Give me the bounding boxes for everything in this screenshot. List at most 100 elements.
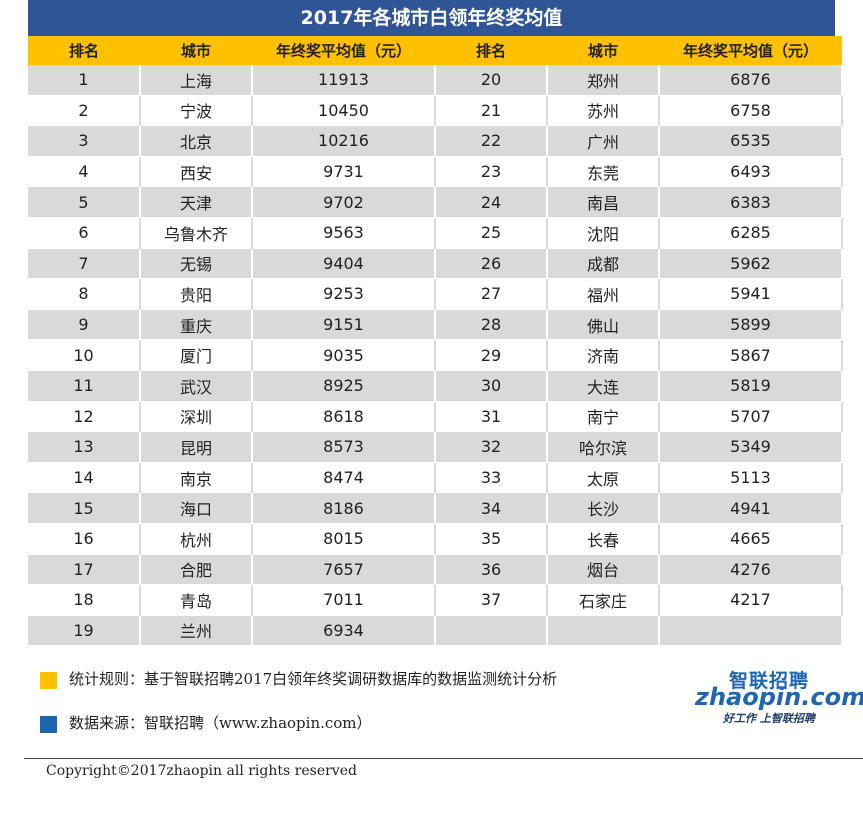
rank-cell: 37: [435, 584, 548, 616]
city-cell: 杭州: [140, 523, 253, 555]
rank-cell: 30: [435, 370, 548, 402]
bonus-value-cell: 7657: [252, 554, 436, 586]
rank-cell: 22: [435, 125, 548, 157]
rank-cell: 28: [435, 309, 548, 341]
bonus-value-cell: 5349: [659, 431, 843, 463]
city-cell: 厦门: [140, 339, 253, 371]
rank-cell: 7: [28, 248, 141, 280]
rank-cell: 17: [28, 554, 141, 586]
city-cell: 沈阳: [547, 217, 660, 249]
header-rank: 排名: [28, 36, 140, 65]
bonus-value-cell: 9253: [252, 278, 436, 310]
city-cell: 哈尔滨: [547, 431, 660, 463]
table-row: 10 厦门 9035 29 济南 5867: [28, 339, 843, 371]
table-body: 1 上海 11913 20 郑州 6876 2 宁波 10450 21 苏州 6758 3 北京 10216…: [28, 65, 843, 647]
city-cell: 昆明: [140, 431, 253, 463]
header-bonus-average: 年终奖平均值（元）: [659, 36, 842, 65]
table-row: 5 天津 9702 24 南昌 6383: [28, 186, 843, 218]
bonus-value-cell: 8186: [252, 492, 436, 524]
copyright-text: Copyright©2017zhaopin all rights reserve…: [46, 763, 357, 779]
bonus-value-cell: 5899: [659, 309, 843, 341]
table-row: 9 重庆 9151 28 佛山 5899: [28, 309, 843, 341]
city-cell: 贵阳: [140, 278, 253, 310]
rank-cell: 26: [435, 248, 548, 280]
city-cell: 西安: [140, 156, 253, 188]
bonus-value-cell: 4217: [659, 584, 843, 616]
rank-cell: 34: [435, 492, 548, 524]
yellow-square-icon: [40, 671, 57, 689]
bonus-value-cell: 10450: [252, 95, 436, 127]
rank-cell: 1: [28, 65, 141, 96]
table-row: 12 深圳 8618 31 南宁 5707: [28, 401, 843, 433]
header-city: 城市: [140, 36, 252, 65]
bonus-value-cell: 8573: [252, 431, 436, 463]
table-row: 15 海口 8186 34 长沙 4941: [28, 492, 843, 524]
blue-square-icon: [40, 715, 57, 733]
city-cell: 无锡: [140, 248, 253, 280]
bonus-value-cell: 6493: [659, 156, 843, 188]
bonus-value-cell: 11913: [252, 65, 436, 96]
footer-divider: [24, 758, 863, 759]
city-cell: 成都: [547, 248, 660, 280]
data-source-note: 数据来源：智联招聘（www.zhaopin.com）: [40, 712, 372, 733]
header-rank: 排名: [435, 36, 547, 65]
city-cell: 南昌: [547, 186, 660, 218]
rank-cell: 16: [28, 523, 141, 555]
bonus-value-cell: 6876: [659, 65, 843, 96]
table-row: 17 合肥 7657 36 烟台 4276: [28, 554, 843, 586]
table-row: 18 青岛 7011 37 石家庄 4217: [28, 584, 843, 616]
table-row: 7 无锡 9404 26 成都 5962: [28, 248, 843, 280]
city-cell: 石家庄: [547, 584, 660, 616]
city-cell: 太原: [547, 462, 660, 494]
city-cell: 济南: [547, 339, 660, 371]
city-cell: 天津: [140, 186, 253, 218]
rank-cell: 18: [28, 584, 141, 616]
city-cell: 东莞: [547, 156, 660, 188]
rank-cell: 9: [28, 309, 141, 341]
bonus-value-cell: 4941: [659, 492, 843, 524]
rank-cell: 14: [28, 462, 141, 494]
city-cell: 郑州: [547, 65, 660, 96]
rank-cell: 2: [28, 95, 141, 127]
city-cell: 乌鲁木齐: [140, 217, 253, 249]
bonus-value-cell: 9035: [252, 339, 436, 371]
bonus-value-cell: 8925: [252, 370, 436, 402]
rank-cell: 24: [435, 186, 548, 218]
city-cell: 青岛: [140, 584, 253, 616]
city-cell: 广州: [547, 125, 660, 157]
bonus-value-cell: 9404: [252, 248, 436, 280]
table-title: 2017年各城市白领年终奖均值: [28, 0, 835, 36]
rank-cell: 11: [28, 370, 141, 402]
bonus-value-cell: 6758: [659, 95, 843, 127]
bonus-value-cell: 6934: [252, 615, 436, 647]
logo-chinese-name: 智联招聘: [729, 670, 810, 692]
rank-cell: 8: [28, 278, 141, 310]
city-cell: 福州: [547, 278, 660, 310]
city-cell: 长沙: [547, 492, 660, 524]
rank-cell: 5: [28, 186, 141, 218]
table-row: 4 西安 9731 23 东莞 6493: [28, 156, 843, 188]
rank-cell: 25: [435, 217, 548, 249]
city-cell: 武汉: [140, 370, 253, 402]
bonus-value-cell: [659, 615, 843, 647]
bonus-value-cell: 5962: [659, 248, 843, 280]
city-cell: 海口: [140, 492, 253, 524]
rank-cell: 20: [435, 65, 548, 96]
bonus-value-cell: 8474: [252, 462, 436, 494]
rank-cell: 27: [435, 278, 548, 310]
table-row: 14 南京 8474 33 太原 5113: [28, 462, 843, 494]
city-cell: [547, 615, 660, 647]
statistics-rule-note: 统计规则：基于智联招聘2017白领年终奖调研数据库的数据监测统计分析: [40, 668, 557, 689]
bonus-ranking-table: 排名 城市 年终奖平均值（元） 排名 城市 年终奖平均值（元） 1 上海 11913…: [28, 36, 843, 647]
city-cell: 北京: [140, 125, 253, 157]
table-row: 6 乌鲁木齐 9563 25 沈阳 6285: [28, 217, 843, 249]
table-row: 19 兰州 6934: [28, 615, 843, 647]
bonus-value-cell: 9702: [252, 186, 436, 218]
data-source-text: 数据来源：智联招聘（www.zhaopin.com）: [69, 714, 372, 732]
city-cell: 上海: [140, 65, 253, 96]
logo-slogan: 好工作 上智联招聘: [723, 712, 815, 725]
city-cell: 大连: [547, 370, 660, 402]
rank-cell: 21: [435, 95, 548, 127]
bonus-value-cell: 5819: [659, 370, 843, 402]
table-row: 3 北京 10216 22 广州 6535: [28, 125, 843, 157]
